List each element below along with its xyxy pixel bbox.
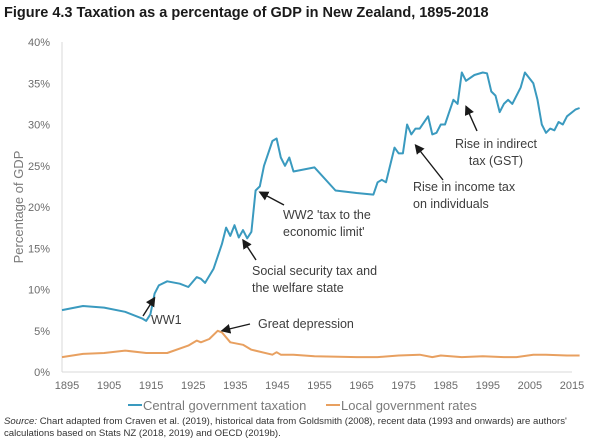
x-tick-label: 1925 (181, 380, 205, 392)
x-tick-label: 1975 (391, 380, 415, 392)
y-tick-label: 0% (34, 367, 50, 379)
x-tick-label: 1905 (97, 380, 121, 392)
annotation-arrow-icon (258, 191, 285, 206)
annotation-label: the welfare state (252, 281, 344, 295)
annotation-arrow-icon (242, 238, 257, 261)
annotation-label: on individuals (413, 197, 489, 211)
y-axis-label: Percentage of GDP (11, 151, 26, 264)
y-tick-label: 15% (28, 243, 50, 255)
legend-item: Central government taxation (128, 398, 306, 413)
series-line-local-government-rates (61, 329, 580, 359)
legend-label: Local government rates (341, 398, 477, 413)
annotation-label: economic limit' (283, 225, 365, 239)
annotation-arrow-icon (414, 144, 444, 181)
figure-title: Figure 4.3 Taxation as a percentage of G… (4, 5, 489, 21)
x-tick-label: 1985 (434, 380, 458, 392)
annotation-label: Rise in income tax (413, 180, 516, 194)
y-tick-label: 35% (28, 78, 50, 90)
annotation-label: Rise in indirect (455, 137, 538, 151)
annotation-label: WW2 'tax to the (283, 208, 371, 222)
x-tick-label: 1895 (55, 380, 79, 392)
x-tick-label: 1935 (223, 380, 247, 392)
y-tick-label: 20% (28, 202, 50, 214)
x-tick-label: 2015 (560, 380, 584, 392)
legend-label: Central government taxation (143, 398, 306, 413)
y-tick-label: 25% (28, 161, 50, 173)
annotation-arrow-icon (220, 323, 251, 334)
annotation: WW1 (142, 296, 182, 327)
x-tick-label: 1995 (476, 380, 500, 392)
annotation: Rise in income tax on individuals (413, 144, 516, 211)
annotation-label: Social security tax and (252, 264, 377, 278)
annotation: Social security tax and the welfare state (242, 238, 377, 295)
annotation-arrow-icon (142, 296, 156, 317)
annotation: Rise in indirect tax (GST) (455, 105, 538, 168)
annotation-label: Great depression (258, 317, 354, 331)
y-tick-label: 10% (28, 285, 50, 297)
x-tick-label: 1915 (139, 380, 163, 392)
y-tick-label: 30% (28, 120, 50, 132)
annotation: Great depression (220, 317, 354, 334)
source-note: Source: Chart adapted from Craven et al.… (4, 416, 600, 439)
source-text: Chart adapted from Craven et al. (2019),… (4, 416, 567, 439)
x-tick-label: 1955 (307, 380, 331, 392)
x-tick-label: 1945 (265, 380, 289, 392)
y-tick-label: 5% (34, 326, 50, 338)
x-tick-label: 2005 (518, 380, 542, 392)
y-tick-label: 40% (28, 37, 50, 49)
x-tick-label: 1965 (349, 380, 373, 392)
annotation-label: WW1 (151, 313, 182, 327)
source-label: Source: (4, 416, 38, 427)
annotation-label: tax (GST) (469, 154, 523, 168)
legend-item: Local government rates (326, 398, 477, 413)
series-line-central-government-taxation (61, 71, 580, 322)
annotation-arrow-icon (464, 105, 478, 132)
annotation: WW2 'tax to the economic limit' (258, 191, 371, 239)
